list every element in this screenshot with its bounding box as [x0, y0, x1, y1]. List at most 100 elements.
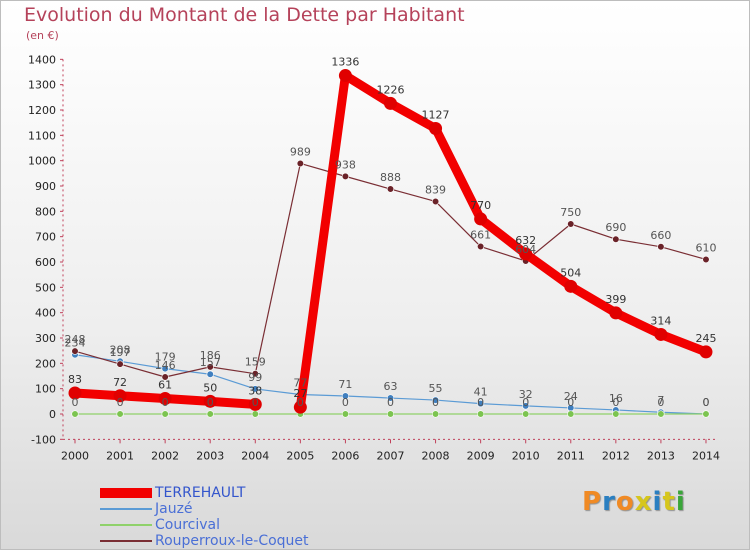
data-point-courcival — [206, 410, 214, 418]
legend-label: Rouperroux-le-Coquet — [155, 533, 309, 549]
data-point-jauz- — [251, 385, 259, 393]
data-label-terrehault: 83 — [68, 373, 82, 386]
data-point-terrehault — [609, 306, 623, 320]
data-label-courcival: 0 — [567, 396, 574, 409]
data-point-terrehault — [203, 394, 217, 408]
data-label-rouperroux-le-coquet: 146 — [155, 359, 176, 372]
data-label-rouperroux-le-coquet: 938 — [335, 158, 356, 171]
data-label-jauz-: 41 — [474, 386, 488, 399]
data-label-courcival: 0 — [387, 396, 394, 409]
data-label-courcival: 0 — [207, 396, 214, 409]
data-point-courcival — [341, 410, 350, 418]
y-tick-label: 600 — [35, 256, 56, 269]
data-point-rouperroux-le-coquet — [161, 373, 169, 381]
data-point-courcival — [251, 410, 259, 418]
data-label-terrehault: 1127 — [422, 108, 450, 121]
data-label-jauz-: 0 — [702, 396, 709, 409]
legend-swatch — [100, 524, 152, 526]
legend-item: Jauzé — [100, 501, 360, 517]
data-label-terrehault: 1336 — [331, 56, 359, 69]
data-label-courcival: 0 — [477, 396, 484, 409]
data-label-rouperroux-le-coquet: 888 — [380, 171, 401, 184]
data-label-jauz-: 63 — [383, 380, 397, 393]
data-point-courcival — [567, 410, 575, 418]
data-label-terrehault: 1226 — [376, 83, 404, 96]
x-tick-label: 2005 — [286, 449, 314, 462]
data-label-terrehault: 399 — [605, 293, 626, 306]
data-label-rouperroux-le-coquet: 839 — [425, 183, 446, 196]
y-tick-label: 800 — [35, 205, 56, 218]
x-tick-label: 2008 — [422, 449, 450, 462]
y-tick-label: 1400 — [28, 53, 56, 66]
data-label-courcival: 0 — [342, 396, 349, 409]
data-point-jauz- — [161, 365, 169, 373]
y-tick-label: 500 — [35, 281, 56, 294]
data-point-rouperroux-le-coquet — [567, 220, 575, 228]
legend-label: Courcival — [155, 517, 221, 533]
x-tick-label: 2002 — [151, 449, 179, 462]
data-point-rouperroux-le-coquet — [431, 197, 440, 206]
legend-item: Rouperroux-le-Coquet — [100, 533, 360, 549]
data-label-courcival: 0 — [252, 396, 259, 409]
data-point-terrehault — [699, 345, 713, 359]
data-point-jauz- — [522, 402, 530, 410]
x-tick-label: 2013 — [647, 449, 675, 462]
legend-label: TERREHAULT — [155, 485, 246, 501]
data-label-terrehault: 314 — [650, 314, 671, 327]
data-label-rouperroux-le-coquet: 248 — [65, 333, 86, 346]
y-tick-label: 1200 — [28, 104, 56, 117]
logo-letter: i — [675, 487, 686, 517]
data-label-jauz-: 99 — [248, 371, 262, 384]
logo-letter: P — [582, 487, 603, 517]
x-tick-label: 2001 — [106, 449, 134, 462]
data-label-jauz-: 179 — [155, 351, 176, 364]
data-point-terrehault — [564, 279, 578, 293]
data-label-terrehault: 245 — [695, 332, 716, 345]
data-point-terrehault — [519, 247, 533, 261]
data-label-jauz-: 208 — [110, 343, 131, 356]
data-point-terrehault — [68, 386, 82, 400]
data-point-jauz- — [386, 394, 395, 402]
data-label-jauz-: 24 — [564, 390, 578, 403]
data-label-rouperroux-le-coquet: 661 — [470, 229, 491, 242]
data-point-terrehault — [383, 96, 397, 110]
data-label-courcival: 0 — [702, 396, 709, 409]
proxiti-logo: Proxiti — [582, 487, 686, 517]
data-point-terrehault — [338, 69, 352, 83]
data-point-rouperroux-le-coquet — [251, 370, 259, 378]
y-tick-label: 1300 — [28, 79, 56, 92]
data-label-terrehault: 72 — [113, 376, 127, 389]
data-point-courcival — [702, 410, 710, 418]
legend-label: Jauzé — [155, 501, 193, 517]
data-point-terrehault — [474, 212, 488, 226]
data-label-jauz-: 234 — [65, 337, 86, 350]
data-label-courcival: 0 — [657, 396, 664, 409]
data-point-courcival — [477, 410, 485, 418]
logo-letter: o — [615, 487, 635, 517]
data-label-jauz-: 77 — [293, 376, 307, 389]
data-label-rouperroux-le-coquet: 159 — [245, 356, 266, 369]
data-point-rouperroux-le-coquet — [71, 347, 79, 355]
x-tick-label: 2003 — [196, 449, 224, 462]
y-tick-label: -100 — [31, 433, 56, 446]
logo-letter: i — [652, 487, 663, 517]
data-label-courcival: 0 — [162, 396, 169, 409]
data-label-terrehault: 50 — [203, 381, 217, 394]
data-point-rouperroux-le-coquet — [386, 185, 395, 193]
data-point-courcival — [612, 410, 620, 418]
data-label-jauz-: 32 — [519, 388, 533, 401]
data-label-terrehault: 27 — [293, 387, 307, 400]
data-label-jauz-: 157 — [200, 356, 221, 369]
data-point-terrehault — [654, 327, 668, 341]
data-point-rouperroux-le-coquet — [341, 172, 350, 180]
legend-swatch — [100, 508, 152, 510]
data-label-courcival: 0 — [117, 396, 124, 409]
y-tick-label: 0 — [49, 408, 56, 421]
data-point-courcival — [161, 410, 169, 418]
data-label-terrehault: 38 — [248, 384, 262, 397]
x-tick-label: 2014 — [692, 449, 720, 462]
y-tick-label: 300 — [35, 332, 56, 345]
data-point-rouperroux-le-coquet — [702, 255, 710, 264]
unit-label: (en €) — [26, 29, 59, 42]
